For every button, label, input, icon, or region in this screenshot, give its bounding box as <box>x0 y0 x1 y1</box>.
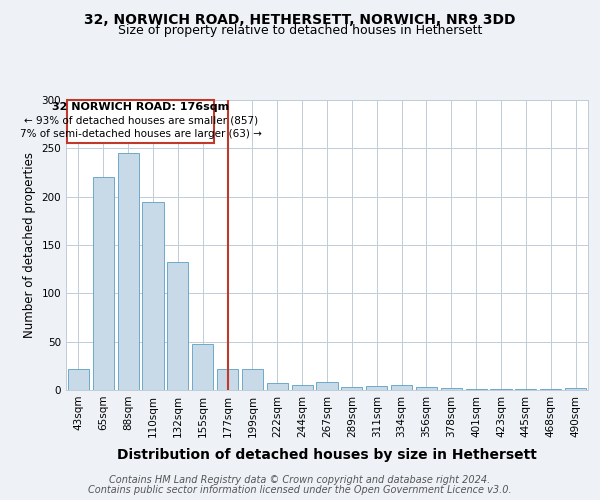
Bar <box>366 386 387 390</box>
Bar <box>267 383 288 390</box>
Text: 7% of semi-detached houses are larger (63) →: 7% of semi-detached houses are larger (6… <box>20 129 262 139</box>
Bar <box>217 368 238 390</box>
Text: ← 93% of detached houses are smaller (857): ← 93% of detached houses are smaller (85… <box>23 116 257 126</box>
Text: 32, NORWICH ROAD, HETHERSETT, NORWICH, NR9 3DD: 32, NORWICH ROAD, HETHERSETT, NORWICH, N… <box>84 12 516 26</box>
Text: Contains public sector information licensed under the Open Government Licence v3: Contains public sector information licen… <box>88 485 512 495</box>
Text: 32 NORWICH ROAD: 176sqm: 32 NORWICH ROAD: 176sqm <box>52 102 229 113</box>
Bar <box>292 385 313 390</box>
Y-axis label: Number of detached properties: Number of detached properties <box>23 152 36 338</box>
Bar <box>93 178 114 390</box>
Bar <box>118 153 139 390</box>
Bar <box>316 382 338 390</box>
Bar <box>68 368 89 390</box>
Bar <box>416 387 437 390</box>
Bar <box>391 385 412 390</box>
Text: Contains HM Land Registry data © Crown copyright and database right 2024.: Contains HM Land Registry data © Crown c… <box>109 475 491 485</box>
Bar <box>565 388 586 390</box>
Bar <box>490 389 512 390</box>
Bar <box>242 368 263 390</box>
Bar <box>167 262 188 390</box>
Bar <box>466 389 487 390</box>
X-axis label: Distribution of detached houses by size in Hethersett: Distribution of detached houses by size … <box>117 448 537 462</box>
Bar <box>441 388 462 390</box>
Bar <box>142 202 164 390</box>
Bar <box>540 389 561 390</box>
Bar <box>192 344 213 390</box>
Bar <box>515 389 536 390</box>
Bar <box>341 387 362 390</box>
Bar <box>67 100 214 142</box>
Text: Size of property relative to detached houses in Hethersett: Size of property relative to detached ho… <box>118 24 482 37</box>
